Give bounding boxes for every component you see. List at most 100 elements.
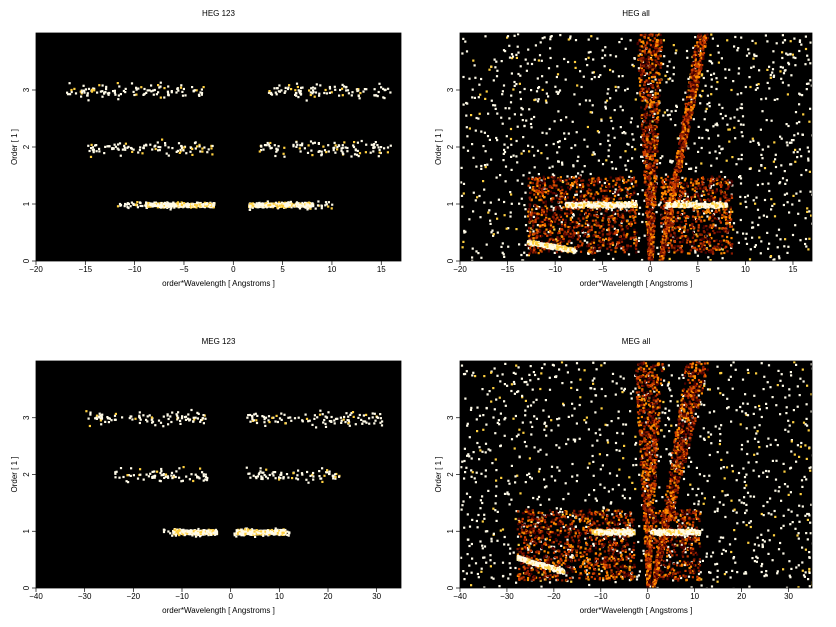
event-point — [676, 211, 679, 214]
event-point — [123, 205, 126, 208]
event-point — [652, 127, 655, 130]
event-point — [700, 74, 703, 77]
event-point — [278, 84, 281, 87]
event-point — [715, 87, 718, 91]
event-point — [728, 241, 731, 244]
event-point — [267, 204, 270, 207]
event-point — [614, 183, 617, 186]
event-point — [649, 217, 652, 220]
event-point — [649, 103, 652, 106]
event-point — [699, 242, 702, 245]
event-point — [471, 88, 474, 91]
event-point — [613, 191, 616, 194]
event-point — [311, 92, 314, 95]
event-point — [581, 231, 584, 234]
event-point — [641, 89, 644, 92]
event-point — [527, 209, 530, 212]
event-point — [692, 118, 695, 121]
event-point — [315, 83, 318, 86]
event-point — [767, 145, 770, 148]
event-point — [572, 183, 575, 186]
event-point — [552, 184, 555, 187]
event-point — [595, 235, 598, 238]
event-point — [680, 220, 683, 224]
event-point — [708, 199, 711, 202]
event-point — [725, 181, 728, 185]
event-point — [547, 250, 550, 253]
event-point — [625, 236, 628, 239]
event-point — [696, 192, 700, 196]
event-point — [552, 238, 555, 242]
event-point — [93, 89, 96, 92]
event-point — [180, 84, 183, 87]
event-point — [655, 126, 658, 129]
event-point — [645, 145, 648, 149]
event-point — [205, 203, 208, 206]
event-point — [640, 127, 643, 130]
event-point — [123, 146, 126, 149]
event-point — [536, 231, 539, 234]
event-point — [708, 105, 711, 108]
event-point — [603, 181, 606, 185]
event-point — [709, 180, 712, 183]
event-point — [554, 85, 557, 88]
event-point — [604, 105, 607, 108]
event-point — [517, 33, 520, 36]
event-point — [617, 241, 620, 244]
event-point — [637, 239, 640, 242]
event-point — [522, 149, 525, 153]
event-point — [604, 237, 608, 240]
event-point — [576, 84, 579, 87]
event-point — [353, 153, 357, 156]
event-point — [560, 228, 564, 231]
event-point — [659, 66, 662, 69]
event-point — [652, 186, 655, 189]
event-point — [357, 89, 360, 92]
event-point — [192, 90, 195, 93]
event-point — [622, 178, 625, 181]
event-point — [653, 205, 656, 208]
event-point — [675, 104, 678, 107]
event-point — [462, 103, 465, 106]
event-point — [352, 144, 355, 147]
event-point — [804, 63, 807, 66]
event-point — [721, 248, 724, 251]
event-point — [461, 205, 464, 208]
event-point — [196, 145, 199, 148]
event-point — [545, 216, 548, 219]
event-point — [472, 156, 475, 159]
event-point — [611, 70, 615, 73]
event-point — [652, 118, 655, 121]
event-point — [545, 144, 548, 147]
event-point — [600, 178, 603, 181]
event-point — [599, 187, 602, 190]
event-point — [644, 162, 647, 165]
event-point — [706, 129, 709, 132]
event-point — [583, 195, 586, 198]
event-point — [137, 151, 140, 154]
event-point — [718, 219, 722, 222]
event-point — [706, 215, 709, 218]
event-point — [648, 166, 651, 169]
event-point — [312, 89, 315, 92]
event-point — [638, 49, 641, 52]
event-point — [670, 161, 673, 164]
event-point — [609, 216, 613, 219]
event-point — [591, 71, 594, 74]
event-point — [601, 198, 604, 201]
event-point — [586, 190, 589, 193]
event-point — [532, 186, 535, 189]
event-point — [655, 183, 658, 186]
event-point — [739, 123, 743, 126]
event-point — [583, 165, 586, 168]
event-point — [618, 214, 621, 217]
event-point — [532, 237, 535, 240]
event-point — [556, 178, 560, 181]
event-point — [809, 79, 812, 82]
event-point — [369, 151, 372, 154]
event-point — [798, 92, 801, 95]
event-point — [728, 68, 731, 71]
event-point — [524, 243, 527, 246]
event-point — [718, 227, 721, 230]
event-point — [644, 106, 648, 109]
